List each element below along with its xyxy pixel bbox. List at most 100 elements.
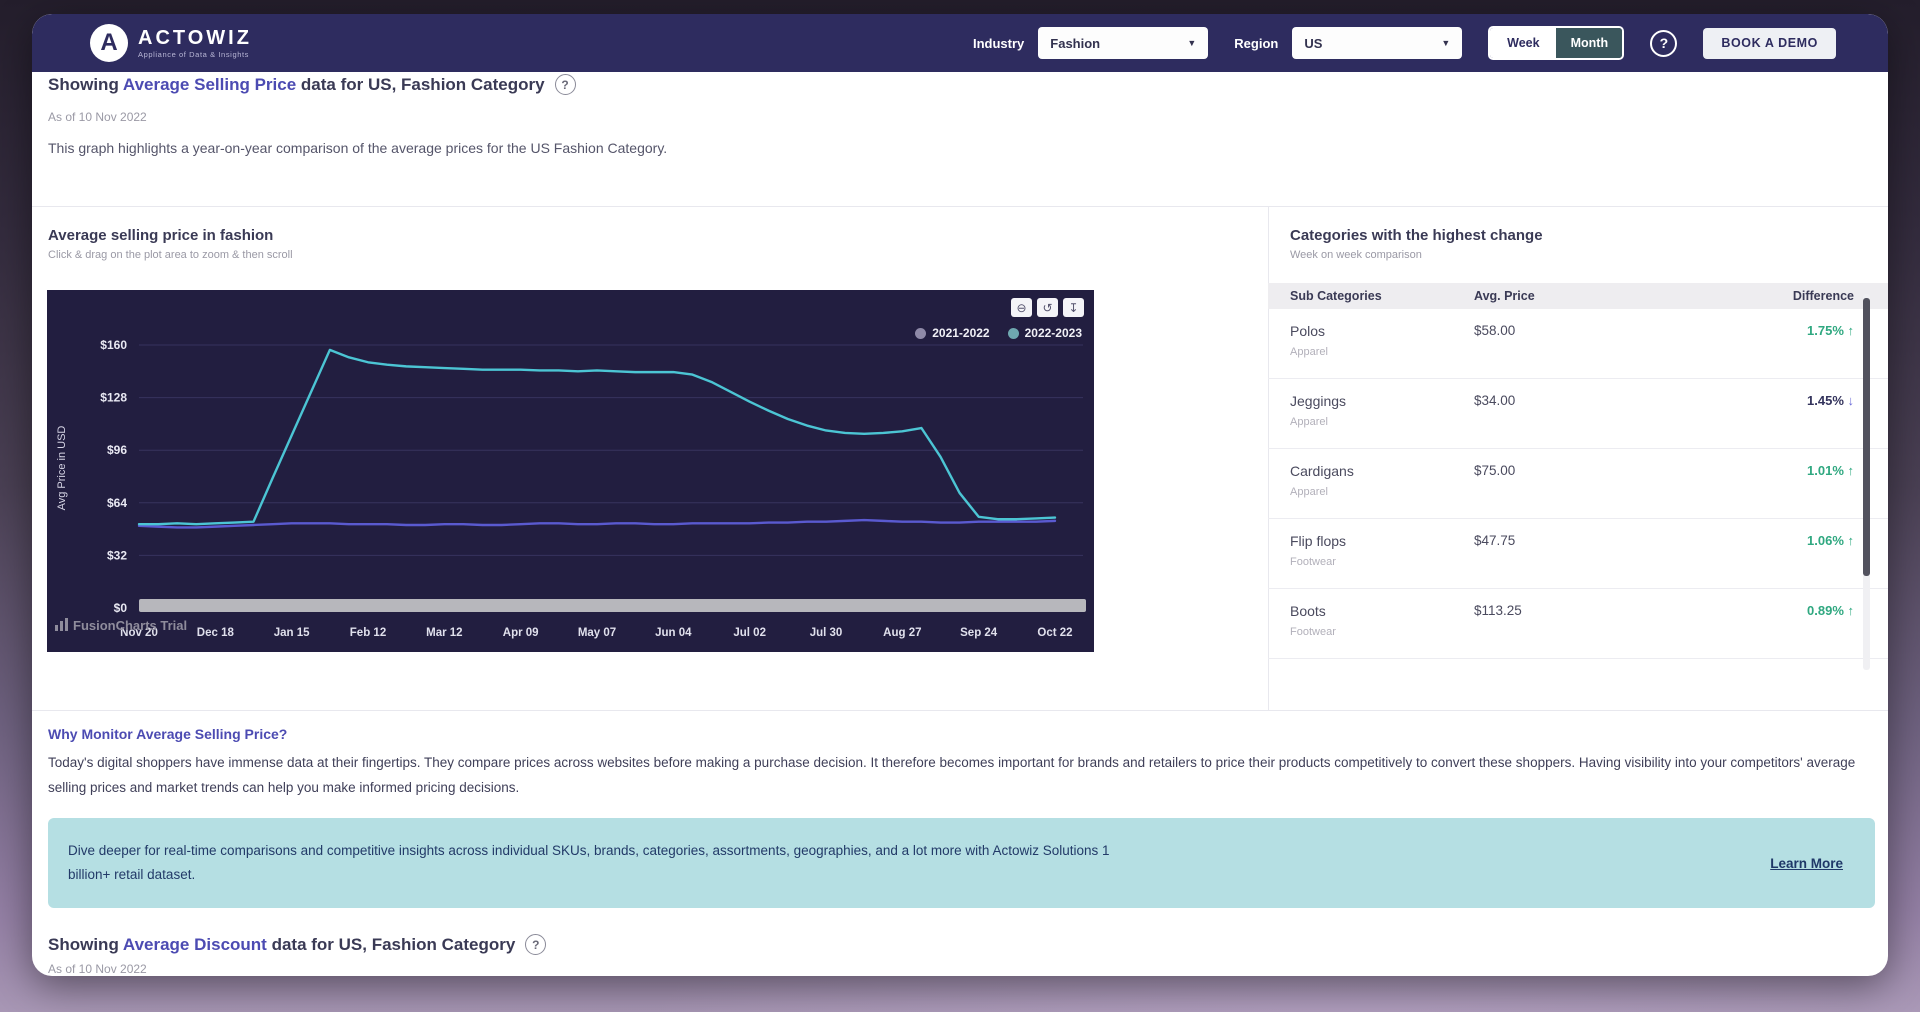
main-card: A ACTOWIZ Appliance of Data & Insights I…: [32, 14, 1888, 976]
next-section-title-row: Showing Average Discount data for US, Fa…: [48, 934, 547, 955]
next-title-help-icon[interactable]: ?: [525, 934, 547, 955]
arrow-up-icon: ↑: [1847, 463, 1855, 478]
categories-title: Categories with the highest change: [1290, 227, 1543, 244]
page-description: This graph highlights a year-on-year com…: [48, 140, 668, 156]
svg-text:Jul 02: Jul 02: [733, 627, 766, 639]
subcategory-parent: Apparel: [1290, 486, 1328, 498]
col-sub-categories: Sub Categories: [1290, 289, 1382, 303]
svg-text:Jun 04: Jun 04: [655, 627, 692, 639]
period-toggle: Week Month: [1488, 26, 1625, 60]
page-title: Showing Average Selling Price data for U…: [48, 74, 545, 94]
avg-price-value: $34.00: [1474, 393, 1516, 408]
brand-name: ACTOWIZ: [138, 26, 252, 49]
industry-label: Industry: [972, 35, 1025, 51]
categories-panel: Categories with the highest change Week …: [1268, 207, 1888, 710]
cta-callout: Dive deeper for real-time comparisons an…: [48, 818, 1875, 908]
chart-title: Average selling price in fashion: [48, 227, 274, 244]
svg-text:$64: $64: [107, 496, 127, 510]
avg-price-value: $58.00: [1474, 323, 1516, 338]
industry-select[interactable]: Fashion ▼: [1038, 27, 1209, 59]
svg-text:$32: $32: [107, 548, 127, 562]
col-difference: Difference: [1792, 289, 1854, 303]
chart-subtitle: Click & drag on the plot area to zoom & …: [48, 249, 293, 261]
categories-table-body: Polos Apparel $58.00 1.75% ↑ Jeggings Apparel…: [1268, 309, 1888, 659]
table-row: Jeggings Apparel $34.00 1.45% ↓: [1268, 379, 1888, 449]
table-row: Cardigans Apparel $75.00 1.01% ↑: [1268, 449, 1888, 519]
callout-text: Dive deeper for real-time comparisons an…: [68, 843, 1110, 882]
subcategory-parent: Apparel: [1290, 416, 1328, 428]
table-header: Sub Categories Avg. Price Difference: [1268, 283, 1888, 309]
legend-dot-icon: [915, 327, 927, 339]
region-select[interactable]: US ▼: [1292, 27, 1463, 59]
svg-text:$96: $96: [107, 443, 127, 457]
svg-text:Dec 18: Dec 18: [197, 627, 235, 639]
actowiz-logo-icon: A: [90, 24, 128, 62]
svg-text:Sep 24: Sep 24: [960, 627, 998, 639]
reset-zoom-icon[interactable]: ↺: [1037, 298, 1058, 317]
next-as-of-date: As of 10 Nov 2022: [48, 962, 147, 976]
price-trend-chart: $160 $128 $96 $64 $32 $0 Nov 20 Dec 18 Jan 15 Feb…: [47, 290, 1094, 652]
why-monitor-body: Today's digital shoppers have immense da…: [48, 755, 1856, 795]
arrow-up-icon: ↑: [1847, 603, 1855, 618]
table-row: Boots Footwear $113.25 0.89% ↑: [1268, 589, 1888, 659]
brand-logo[interactable]: A ACTOWIZ Appliance of Data & Insights: [90, 24, 252, 62]
industry-value: Fashion: [1050, 35, 1101, 51]
title-highlight: Average Discount: [122, 934, 267, 954]
avg-price-value: $47.75: [1474, 533, 1516, 548]
as-of-date: As of 10 Nov 2022: [48, 110, 147, 124]
table-scrollbar[interactable]: [1863, 294, 1870, 670]
svg-text:Jul 30: Jul 30: [810, 627, 843, 639]
divider: [32, 710, 1888, 711]
bar-chart-icon: [55, 618, 68, 633]
difference-value: 1.45% ↓: [1807, 393, 1854, 408]
subcategory-name: Cardigans: [1290, 463, 1354, 479]
avg-price-value: $113.25: [1474, 603, 1522, 618]
difference-value: 1.01% ↑: [1807, 463, 1855, 478]
subcategory-name: Boots: [1290, 603, 1326, 619]
col-avg-price: Avg. Price: [1474, 289, 1535, 303]
arrow-up-icon: ↑: [1847, 323, 1855, 338]
svg-text:May 07: May 07: [578, 627, 616, 639]
svg-text:Nov 20: Nov 20: [120, 627, 158, 639]
zoom-out-icon[interactable]: ⊖: [1011, 298, 1032, 317]
region-value: US: [1304, 35, 1323, 51]
help-icon[interactable]: ?: [1650, 29, 1678, 57]
price-trend-svg[interactable]: $160 $128 $96 $64 $32 $0 Nov 20 Dec 18 Jan 15 Feb…: [47, 290, 1094, 652]
chart-horizontal-scrollbar[interactable]: [139, 599, 1086, 612]
svg-text:Feb 12: Feb 12: [350, 627, 386, 639]
table-row: Flip flops Footwear $47.75 1.06% ↑: [1268, 519, 1888, 589]
page-title-row: Showing Average Selling Price data for U…: [48, 74, 576, 95]
y-axis-title: Avg Price in USD: [56, 425, 68, 511]
book-a-demo-button[interactable]: BOOK A DEMO: [1703, 27, 1836, 59]
difference-value: 1.75% ↑: [1807, 323, 1855, 338]
subcategory-parent: Apparel: [1290, 346, 1328, 358]
fusioncharts-watermark: FusionCharts Trial: [55, 618, 187, 633]
month-toggle-button[interactable]: Month: [1556, 28, 1623, 58]
arrow-up-icon: ↑: [1847, 533, 1855, 548]
legend-dot-icon: [1007, 327, 1019, 339]
subcategory-name: Polos: [1290, 323, 1326, 339]
table-row: Polos Apparel $58.00 1.75% ↑: [1268, 309, 1888, 379]
chevron-down-icon: ▼: [1187, 38, 1197, 48]
download-icon[interactable]: ↧: [1063, 298, 1084, 317]
svg-text:$128: $128: [100, 391, 127, 405]
divider: [1268, 207, 1269, 710]
chevron-down-icon: ▼: [1441, 38, 1451, 48]
svg-text:Mar 12: Mar 12: [426, 627, 462, 639]
svg-text:Jan 15: Jan 15: [274, 627, 310, 639]
table-scrollbar-thumb[interactable]: [1863, 298, 1870, 576]
top-navbar: A ACTOWIZ Appliance of Data & Insights I…: [32, 14, 1888, 72]
avg-price-value: $75.00: [1474, 463, 1516, 478]
week-toggle-button[interactable]: Week: [1490, 28, 1557, 58]
svg-text:$0: $0: [114, 601, 128, 615]
why-monitor-title: Why Monitor Average Selling Price?: [48, 726, 288, 742]
title-help-icon[interactable]: ?: [554, 74, 576, 95]
difference-value: 0.89% ↑: [1807, 603, 1855, 618]
learn-more-link[interactable]: Learn More: [1770, 855, 1843, 871]
legend-item-2022-2023[interactable]: 2022-2023: [1007, 326, 1082, 340]
subcategory-name: Jeggings: [1290, 393, 1347, 409]
svg-text:Apr 09: Apr 09: [503, 627, 539, 639]
legend-item-2021-2022[interactable]: 2021-2022: [915, 326, 990, 340]
svg-text:$160: $160: [100, 338, 127, 352]
divider: [32, 206, 1888, 207]
